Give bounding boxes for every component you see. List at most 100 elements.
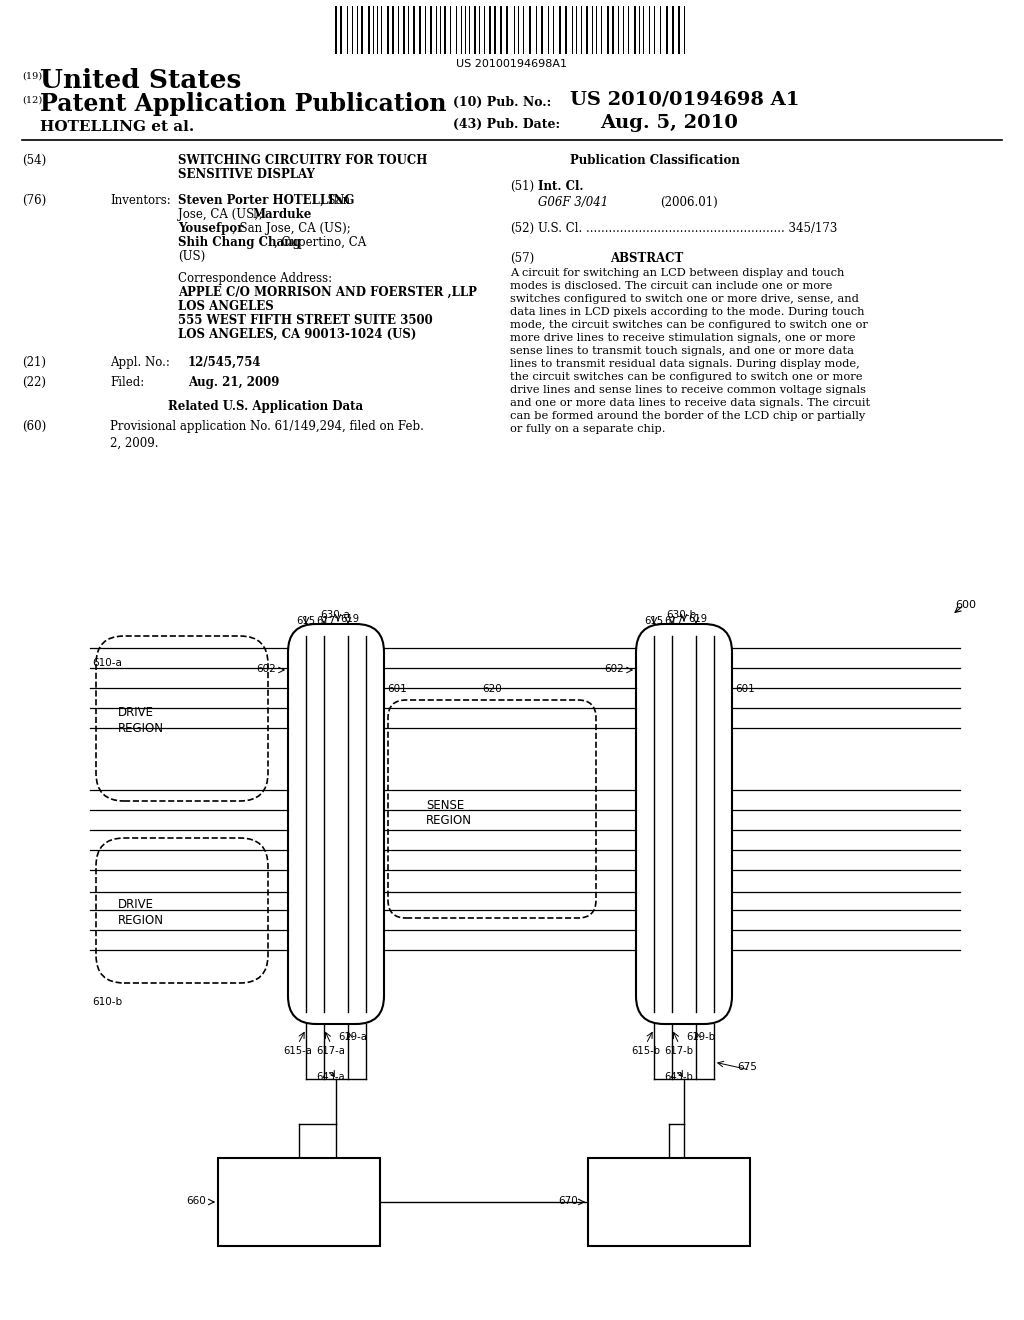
Text: LCD
CIRCUIT: LCD CIRCUIT [644,1188,694,1216]
Text: (22): (22) [22,376,46,389]
Bar [340,7,342,54]
Text: US 20100194698A1: US 20100194698A1 [457,59,567,69]
Text: 643-a: 643-a [316,1072,345,1082]
Text: 617-a: 617-a [316,1045,345,1056]
Bar [430,7,432,54]
Text: (19): (19) [22,73,42,81]
Text: G06F 3/041: G06F 3/041 [538,195,608,209]
Bar [666,7,668,54]
Text: modes is disclosed. The circuit can include one or more: modes is disclosed. The circuit can incl… [510,281,833,290]
Text: , Cupertino, CA: , Cupertino, CA [274,236,367,249]
Text: 660: 660 [186,1196,206,1206]
Bar [392,7,394,54]
Text: drive lines and sense lines to receive common voltage signals: drive lines and sense lines to receive c… [510,385,866,395]
Text: (43) Pub. Date:: (43) Pub. Date: [453,117,560,131]
Bar [672,7,674,54]
FancyBboxPatch shape [288,624,384,1024]
Text: HOTELLING et al.: HOTELLING et al. [40,120,195,135]
Text: 555 WEST FIFTH STREET SUITE 3500: 555 WEST FIFTH STREET SUITE 3500 [178,314,433,327]
Text: 615: 615 [296,616,315,626]
Text: 601: 601 [735,684,755,694]
Text: switches configured to switch one or more drive, sense, and: switches configured to switch one or mor… [510,294,859,304]
Text: 617: 617 [664,616,683,626]
Bar [368,7,370,54]
Text: sense lines to transmit touch signals, and one or more data: sense lines to transmit touch signals, a… [510,346,854,356]
Text: 617-b: 617-b [664,1045,693,1056]
Text: A circuit for switching an LCD between display and touch: A circuit for switching an LCD between d… [510,268,845,279]
Bar [678,7,680,54]
Text: and one or more data lines to receive data signals. The circuit: and one or more data lines to receive da… [510,399,870,408]
Bar [474,7,476,54]
Text: 620: 620 [482,684,502,694]
Text: (57): (57) [510,252,535,265]
Text: Publication Classification: Publication Classification [570,154,740,168]
Text: Yousefpor: Yousefpor [178,222,244,235]
Text: , San: , San [319,194,350,207]
Text: 610-b: 610-b [92,997,122,1007]
Bar [506,7,508,54]
Text: 615-a: 615-a [283,1045,312,1056]
Text: 600: 600 [955,601,976,610]
Text: (76): (76) [22,194,46,207]
Text: Provisional application No. 61/149,294, filed on Feb.
2, 2009.: Provisional application No. 61/149,294, … [110,420,424,450]
Text: (12): (12) [22,96,42,106]
Text: 615-b: 615-b [631,1045,660,1056]
Bar [218,1158,380,1246]
Text: Shih Chang Chang: Shih Chang Chang [178,236,301,249]
FancyBboxPatch shape [636,624,732,1024]
Bar [500,7,502,54]
Text: Aug. 21, 2009: Aug. 21, 2009 [188,376,280,389]
Text: (51): (51) [510,180,535,193]
Bar [444,7,446,54]
Text: 630-a: 630-a [319,610,350,620]
Bar [335,7,337,54]
Text: DRIVE
REGION: DRIVE REGION [118,899,164,927]
Text: 602: 602 [604,664,624,675]
Text: 610-a: 610-a [92,657,122,668]
Bar [565,7,567,54]
Text: 619-a: 619-a [338,1032,367,1041]
Text: 619: 619 [688,614,708,624]
Text: 643-b: 643-b [664,1072,693,1082]
Text: (10) Pub. No.:: (10) Pub. No.: [453,96,551,110]
Text: or fully on a separate chip.: or fully on a separate chip. [510,424,666,434]
Bar [387,7,389,54]
Text: lines to transmit residual data signals. During display mode,: lines to transmit residual data signals.… [510,359,860,370]
Text: 601: 601 [387,684,407,694]
Text: Marduke: Marduke [252,209,311,220]
Bar [607,7,609,54]
Text: Filed:: Filed: [110,376,144,389]
Bar [403,7,406,54]
Text: 675: 675 [737,1063,757,1072]
Text: (60): (60) [22,420,46,433]
Text: Correspondence Address:: Correspondence Address: [178,272,332,285]
Text: Related U.S. Application Data: Related U.S. Application Data [168,400,364,413]
Text: 619: 619 [340,614,359,624]
Text: the circuit switches can be configured to switch one or more: the circuit switches can be configured t… [510,372,862,381]
Bar [541,7,543,54]
Bar [612,7,614,54]
Bar [413,7,415,54]
Text: 630-b: 630-b [666,610,696,620]
Bar [361,7,362,54]
Text: US 2010/0194698 A1: US 2010/0194698 A1 [570,91,800,110]
Text: (54): (54) [22,154,46,168]
Bar [559,7,561,54]
Text: LOS ANGELES, CA 90013-1024 (US): LOS ANGELES, CA 90013-1024 (US) [178,327,417,341]
Text: 619-b: 619-b [686,1032,715,1041]
Text: (52): (52) [510,222,535,235]
Text: U.S. Cl. ..................................................... 345/173: U.S. Cl. ...............................… [538,222,838,235]
Text: data lines in LCD pixels according to the mode. During touch: data lines in LCD pixels according to th… [510,308,864,317]
Text: Patent Application Publication: Patent Application Publication [40,92,446,116]
Bar [634,7,636,54]
Text: Appl. No.:: Appl. No.: [110,356,170,370]
Text: , San Jose, CA (US);: , San Jose, CA (US); [232,222,351,235]
Text: mode, the circuit switches can be configured to switch one or: mode, the circuit switches can be config… [510,319,868,330]
Text: Jose, CA (US);: Jose, CA (US); [178,209,266,220]
Text: (2006.01): (2006.01) [660,195,718,209]
Bar [419,7,421,54]
Text: SENSE
REGION: SENSE REGION [426,799,472,828]
Text: Steven Porter HOTELLING: Steven Porter HOTELLING [178,194,354,207]
Text: 602: 602 [256,664,275,675]
Text: can be formed around the border of the LCD chip or partially: can be formed around the border of the L… [510,411,865,421]
